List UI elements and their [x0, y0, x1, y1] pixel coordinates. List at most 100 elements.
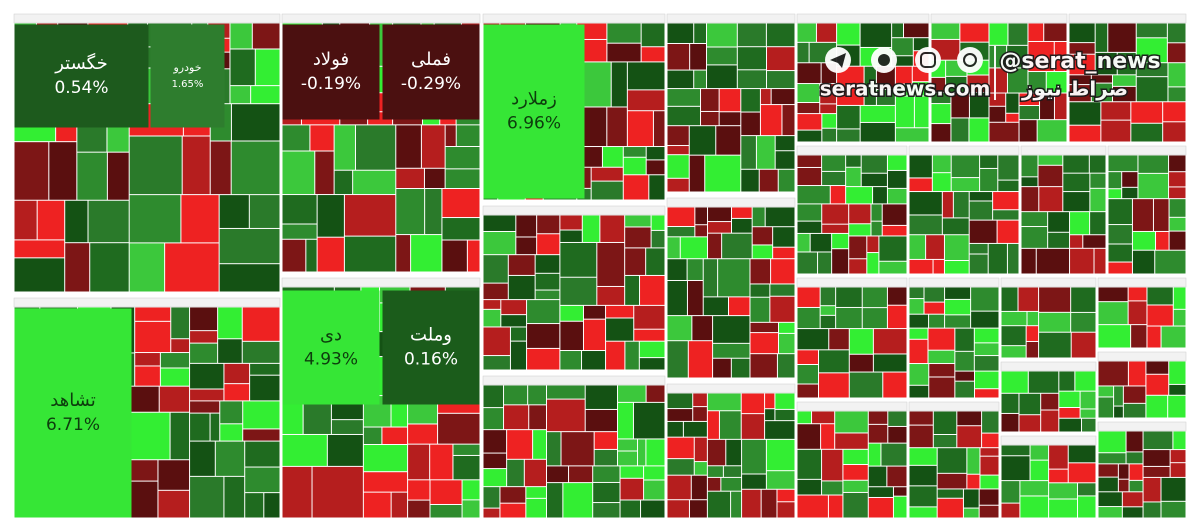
tile: [849, 329, 873, 354]
tile: [651, 230, 665, 248]
tile: [742, 489, 761, 518]
watermark: @serat_news seratnews.com صراط نیوز: [818, 46, 1162, 102]
tile: [224, 476, 245, 518]
tile: [871, 221, 882, 236]
tile: [705, 155, 741, 192]
tile: [993, 192, 1019, 210]
tile: [382, 290, 480, 405]
tile: [909, 192, 942, 215]
tile: [1001, 445, 1030, 456]
tile: [694, 462, 707, 475]
tile: [957, 411, 982, 426]
tile: [1038, 155, 1063, 165]
tile: [639, 358, 665, 370]
tile: [560, 242, 597, 277]
tile: [797, 479, 822, 495]
tile: [944, 235, 969, 261]
tile: [1095, 52, 1117, 75]
tile: [1122, 172, 1138, 187]
tile: [759, 169, 778, 192]
tile: [732, 218, 752, 233]
tile: [1070, 235, 1083, 248]
tile: [396, 235, 411, 272]
icon-glyph: [963, 53, 977, 67]
tile: [979, 489, 999, 505]
tile: [190, 476, 224, 518]
tile: [741, 393, 765, 414]
tile: [363, 492, 391, 518]
tile: [1001, 346, 1026, 358]
tile: [171, 339, 190, 353]
tile: [967, 448, 980, 474]
tile: [353, 170, 396, 195]
tile: [667, 23, 694, 43]
tile: [820, 315, 836, 329]
section-header: [796, 145, 908, 156]
tile: [1080, 391, 1096, 409]
tile: [843, 492, 868, 518]
tile: [767, 47, 795, 71]
tile: [667, 341, 688, 378]
tile: [1020, 481, 1049, 496]
tile: [646, 160, 665, 175]
tile: [931, 77, 946, 92]
tile: [849, 224, 871, 236]
tile: [707, 47, 737, 65]
tile: [931, 104, 951, 124]
tile: [982, 411, 999, 433]
tile: [282, 290, 380, 405]
tile: [881, 443, 907, 466]
tile: [611, 62, 627, 107]
tile-label: وملت: [410, 325, 452, 346]
tile: [1028, 371, 1059, 393]
tile: [707, 477, 721, 491]
tile: [501, 315, 527, 327]
tile: [1001, 413, 1019, 432]
tile: [344, 236, 396, 272]
tile: [1169, 231, 1186, 250]
tile: [1021, 227, 1048, 248]
tile: [797, 167, 822, 186]
tile: [980, 448, 999, 456]
tile: [1143, 466, 1170, 477]
tile: [1001, 371, 1028, 393]
tile: [483, 309, 501, 327]
tile-label: فولاد: [313, 49, 349, 70]
tile: [750, 322, 778, 333]
tile: [546, 466, 569, 483]
tile: [989, 106, 1006, 122]
tile: [391, 492, 408, 518]
tile: [937, 448, 967, 473]
tile: [944, 261, 969, 274]
tile: [1168, 87, 1186, 102]
tile: [1101, 102, 1131, 120]
tile: [1028, 72, 1046, 93]
tile: [1071, 287, 1096, 312]
tile: [442, 218, 480, 240]
tile: [527, 348, 560, 370]
tile: [396, 125, 421, 168]
tile: [1069, 85, 1091, 102]
tile: [282, 466, 312, 518]
tile: [408, 444, 430, 480]
tile: [969, 220, 997, 243]
tile: [778, 322, 795, 333]
tile: [242, 341, 280, 363]
tile: [687, 280, 703, 316]
tile: [732, 207, 752, 218]
tile: [1020, 496, 1049, 518]
tile: [646, 147, 665, 160]
watermark-brand: صراط نیوز: [1021, 77, 1128, 101]
tile: [625, 248, 646, 275]
tile: [945, 315, 971, 328]
tile: [773, 247, 795, 259]
tile: [510, 341, 527, 370]
tile: [777, 489, 795, 502]
tile: [1147, 305, 1173, 326]
section-header: [666, 197, 796, 208]
tile: [1075, 371, 1096, 391]
tile-value: 1.65%: [172, 79, 204, 90]
tile: [820, 287, 836, 306]
tile: [507, 459, 524, 487]
tile: [892, 56, 913, 66]
